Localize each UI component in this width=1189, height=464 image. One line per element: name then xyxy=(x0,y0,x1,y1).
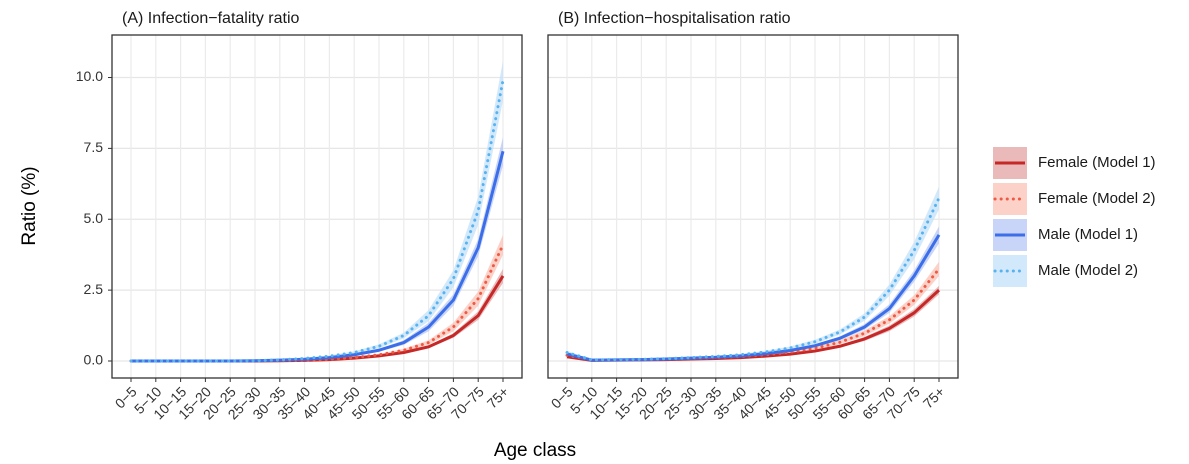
panel-border xyxy=(547,34,959,379)
x-tick-label: 75+ xyxy=(920,383,948,411)
y-tick-label: 2.5 xyxy=(84,281,104,297)
x-axis-label: Age class xyxy=(494,440,576,461)
legend-key-band xyxy=(993,183,1027,215)
y-tick-label: 0.0 xyxy=(84,352,104,368)
panel-title: (B) Infection−hospitalisation ratio xyxy=(558,10,791,27)
y-tick-label: 5.0 xyxy=(84,210,104,226)
panel-title: (A) Infection−fatality ratio xyxy=(122,10,300,27)
panel-border xyxy=(111,34,523,379)
series-line xyxy=(129,78,505,363)
series-line xyxy=(566,234,941,362)
y-axis-label: Ratio (%) xyxy=(19,166,40,245)
legend-key-band xyxy=(993,255,1027,287)
legend-label: Male (Model 2) xyxy=(1038,262,1138,279)
panel-background xyxy=(112,35,522,378)
series-line xyxy=(565,196,941,362)
y-tick-label: 10.0 xyxy=(76,68,103,84)
y-tick-label: 7.5 xyxy=(84,139,104,155)
x-tick-label: 75+ xyxy=(484,383,512,411)
legend-label: Female (Model 2) xyxy=(1038,190,1156,207)
legend-label: Male (Model 1) xyxy=(1038,226,1138,243)
legend-label: Female (Model 1) xyxy=(1038,154,1156,171)
